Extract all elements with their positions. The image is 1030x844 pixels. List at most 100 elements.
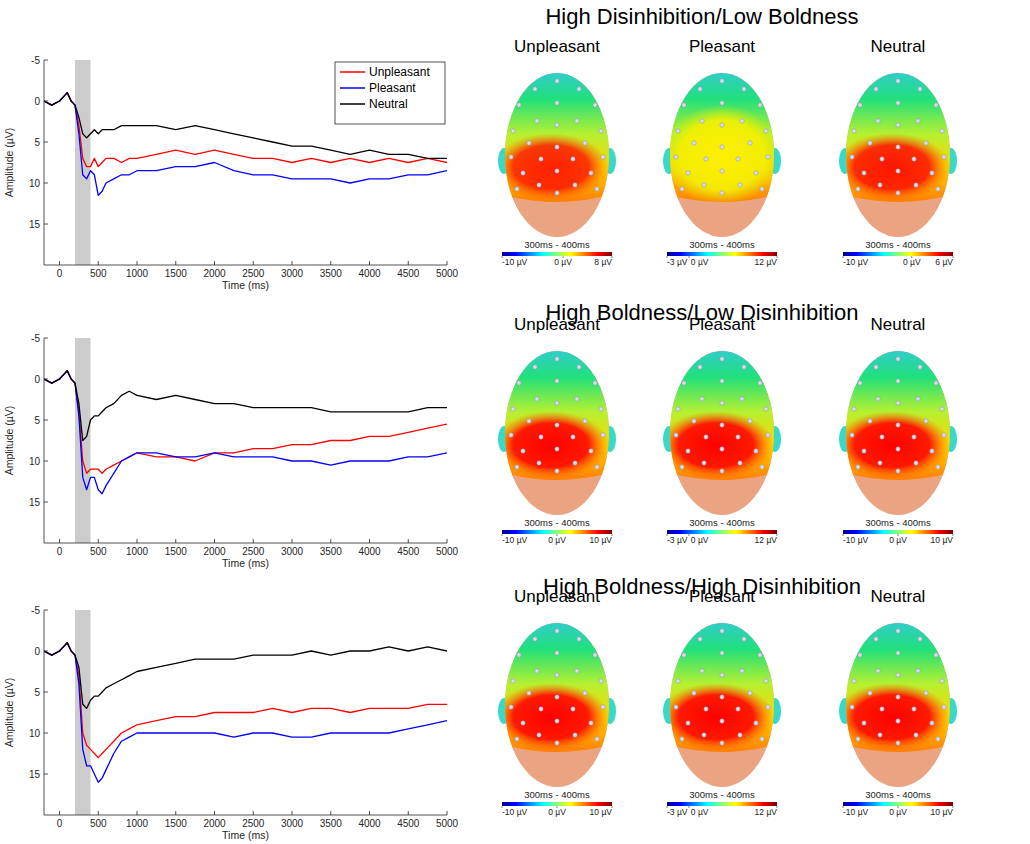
neck	[662, 743, 782, 765]
legend-swatch	[340, 71, 365, 73]
electrode	[535, 669, 539, 673]
y-tick	[44, 379, 48, 380]
head	[658, 615, 782, 787]
electrode	[509, 705, 513, 709]
y-tick-label: 10	[29, 178, 41, 189]
electrode	[766, 155, 770, 159]
y-tick-label: 15	[29, 769, 41, 780]
legend: UnpleasantPleasantNeutral	[335, 62, 445, 124]
electrode	[858, 103, 862, 107]
x-tick-label: 2000	[203, 546, 226, 557]
electrode	[912, 707, 916, 711]
scalp-hotspot	[493, 411, 609, 479]
scalp	[834, 615, 958, 765]
electrode	[555, 423, 559, 427]
topomap-title: Unpleasant	[514, 587, 600, 606]
electrode	[601, 155, 605, 159]
electrode	[720, 629, 724, 633]
electrode	[760, 737, 764, 741]
electrode	[916, 397, 920, 401]
colorbar-label: 12 µV	[755, 807, 778, 817]
electrode	[595, 465, 599, 469]
topomap-panel: Unpleasant300ms - 400ms-10 µV0 µV8 µV	[493, 37, 617, 267]
colorbar-label: 0 µV	[889, 807, 907, 817]
electrode	[573, 733, 577, 737]
x-tick-label: 3000	[281, 268, 304, 279]
electrode	[754, 171, 758, 175]
electrode	[896, 695, 900, 699]
electrode	[555, 101, 559, 105]
electrode	[555, 695, 559, 699]
electrode	[680, 737, 684, 741]
electrode	[583, 419, 587, 423]
electrode	[918, 637, 922, 641]
electrode	[692, 141, 696, 145]
x-tick	[59, 811, 60, 815]
x-tick	[59, 261, 60, 265]
electrode	[700, 119, 704, 123]
electrode	[742, 87, 746, 91]
topomap-subtitle: 300ms - 400ms	[524, 239, 590, 250]
electrode	[876, 669, 880, 673]
electrode	[537, 183, 541, 187]
electrode	[589, 721, 593, 725]
electrode	[555, 145, 559, 149]
x-tick	[253, 811, 254, 815]
topomap-title: Unpleasant	[514, 315, 600, 334]
electrode	[858, 653, 862, 657]
y-tick	[44, 461, 48, 462]
electrode	[880, 707, 884, 711]
electrode	[738, 461, 742, 465]
colorbar-label: 10 µV	[931, 535, 954, 545]
x-tick	[214, 261, 215, 265]
lines	[44, 643, 447, 782]
x-tick-label: 2500	[242, 818, 265, 829]
x-tick-label: 0	[57, 546, 63, 557]
x-tick	[214, 811, 215, 815]
electrode	[575, 397, 579, 401]
highlight-window	[75, 60, 91, 265]
electrode	[555, 651, 559, 655]
electrode	[740, 397, 744, 401]
electrode	[720, 357, 724, 361]
lines	[44, 371, 447, 494]
x-tick-label: 2000	[203, 818, 226, 829]
electrode	[676, 407, 680, 411]
head	[662, 65, 782, 237]
x-tick-label: 3000	[281, 546, 304, 557]
topomap-title: Pleasant	[689, 37, 755, 56]
scalp-hotspot	[493, 133, 609, 201]
series-line	[44, 371, 447, 494]
x-tick-label: 1500	[165, 268, 188, 279]
electrode	[934, 381, 938, 385]
colorbar-tick	[689, 534, 690, 536]
x-tick-label: 1000	[126, 268, 149, 279]
topomap-title: Neutral	[871, 587, 926, 606]
electrode	[680, 465, 684, 469]
electrode	[521, 721, 525, 725]
y-tick	[44, 420, 48, 421]
electrode	[583, 141, 587, 145]
topomap-subtitle: 300ms - 400ms	[689, 789, 755, 800]
electrode	[537, 733, 541, 737]
electrode	[736, 157, 740, 161]
colorbar	[667, 802, 777, 806]
scalp	[493, 615, 617, 765]
electrode	[896, 629, 900, 633]
electrode	[748, 141, 752, 145]
electrode	[527, 419, 531, 423]
y-tick-label: 15	[29, 497, 41, 508]
legend-label: Neutral	[369, 97, 408, 111]
electrode	[533, 365, 537, 369]
electrode	[852, 679, 856, 683]
y-tick-label: 0	[34, 374, 40, 385]
x-tick-label: 4500	[397, 546, 420, 557]
x-tick	[447, 261, 448, 265]
electrode	[896, 469, 900, 473]
colorbar-label: 6 µV	[935, 257, 953, 267]
legend-swatch	[340, 87, 365, 89]
electrode	[515, 187, 519, 191]
electrode	[686, 171, 690, 175]
topomap-title: Unpleasant	[514, 37, 600, 56]
electrode	[850, 705, 854, 709]
